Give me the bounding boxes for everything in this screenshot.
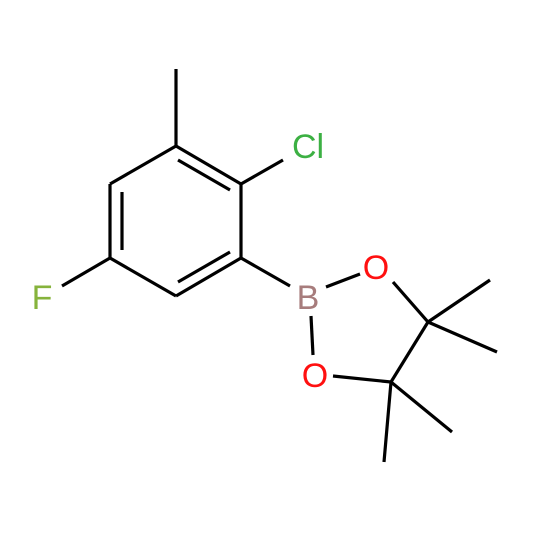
methyl-bond	[427, 320, 498, 354]
methyl-bond	[427, 278, 491, 324]
methyl-bond	[382, 381, 393, 463]
bond	[175, 144, 242, 186]
atom-label: Cl	[292, 128, 324, 166]
bond	[109, 144, 177, 186]
bond	[240, 256, 291, 288]
bond	[61, 256, 111, 288]
bond	[309, 315, 315, 356]
double-bond-inner	[177, 250, 231, 284]
double-bond-inner	[177, 158, 231, 192]
methyl-bond	[389, 380, 454, 434]
atom-label: F	[32, 279, 53, 317]
bond	[391, 280, 430, 324]
bond	[389, 321, 430, 383]
bond	[109, 256, 177, 298]
bond	[332, 374, 392, 384]
bonds	[61, 69, 498, 463]
atom-label: O	[363, 249, 389, 287]
bond	[175, 256, 242, 298]
atom-label: O	[302, 357, 328, 395]
bond	[325, 272, 361, 289]
bond	[240, 158, 284, 186]
atom-label: B	[297, 279, 320, 317]
